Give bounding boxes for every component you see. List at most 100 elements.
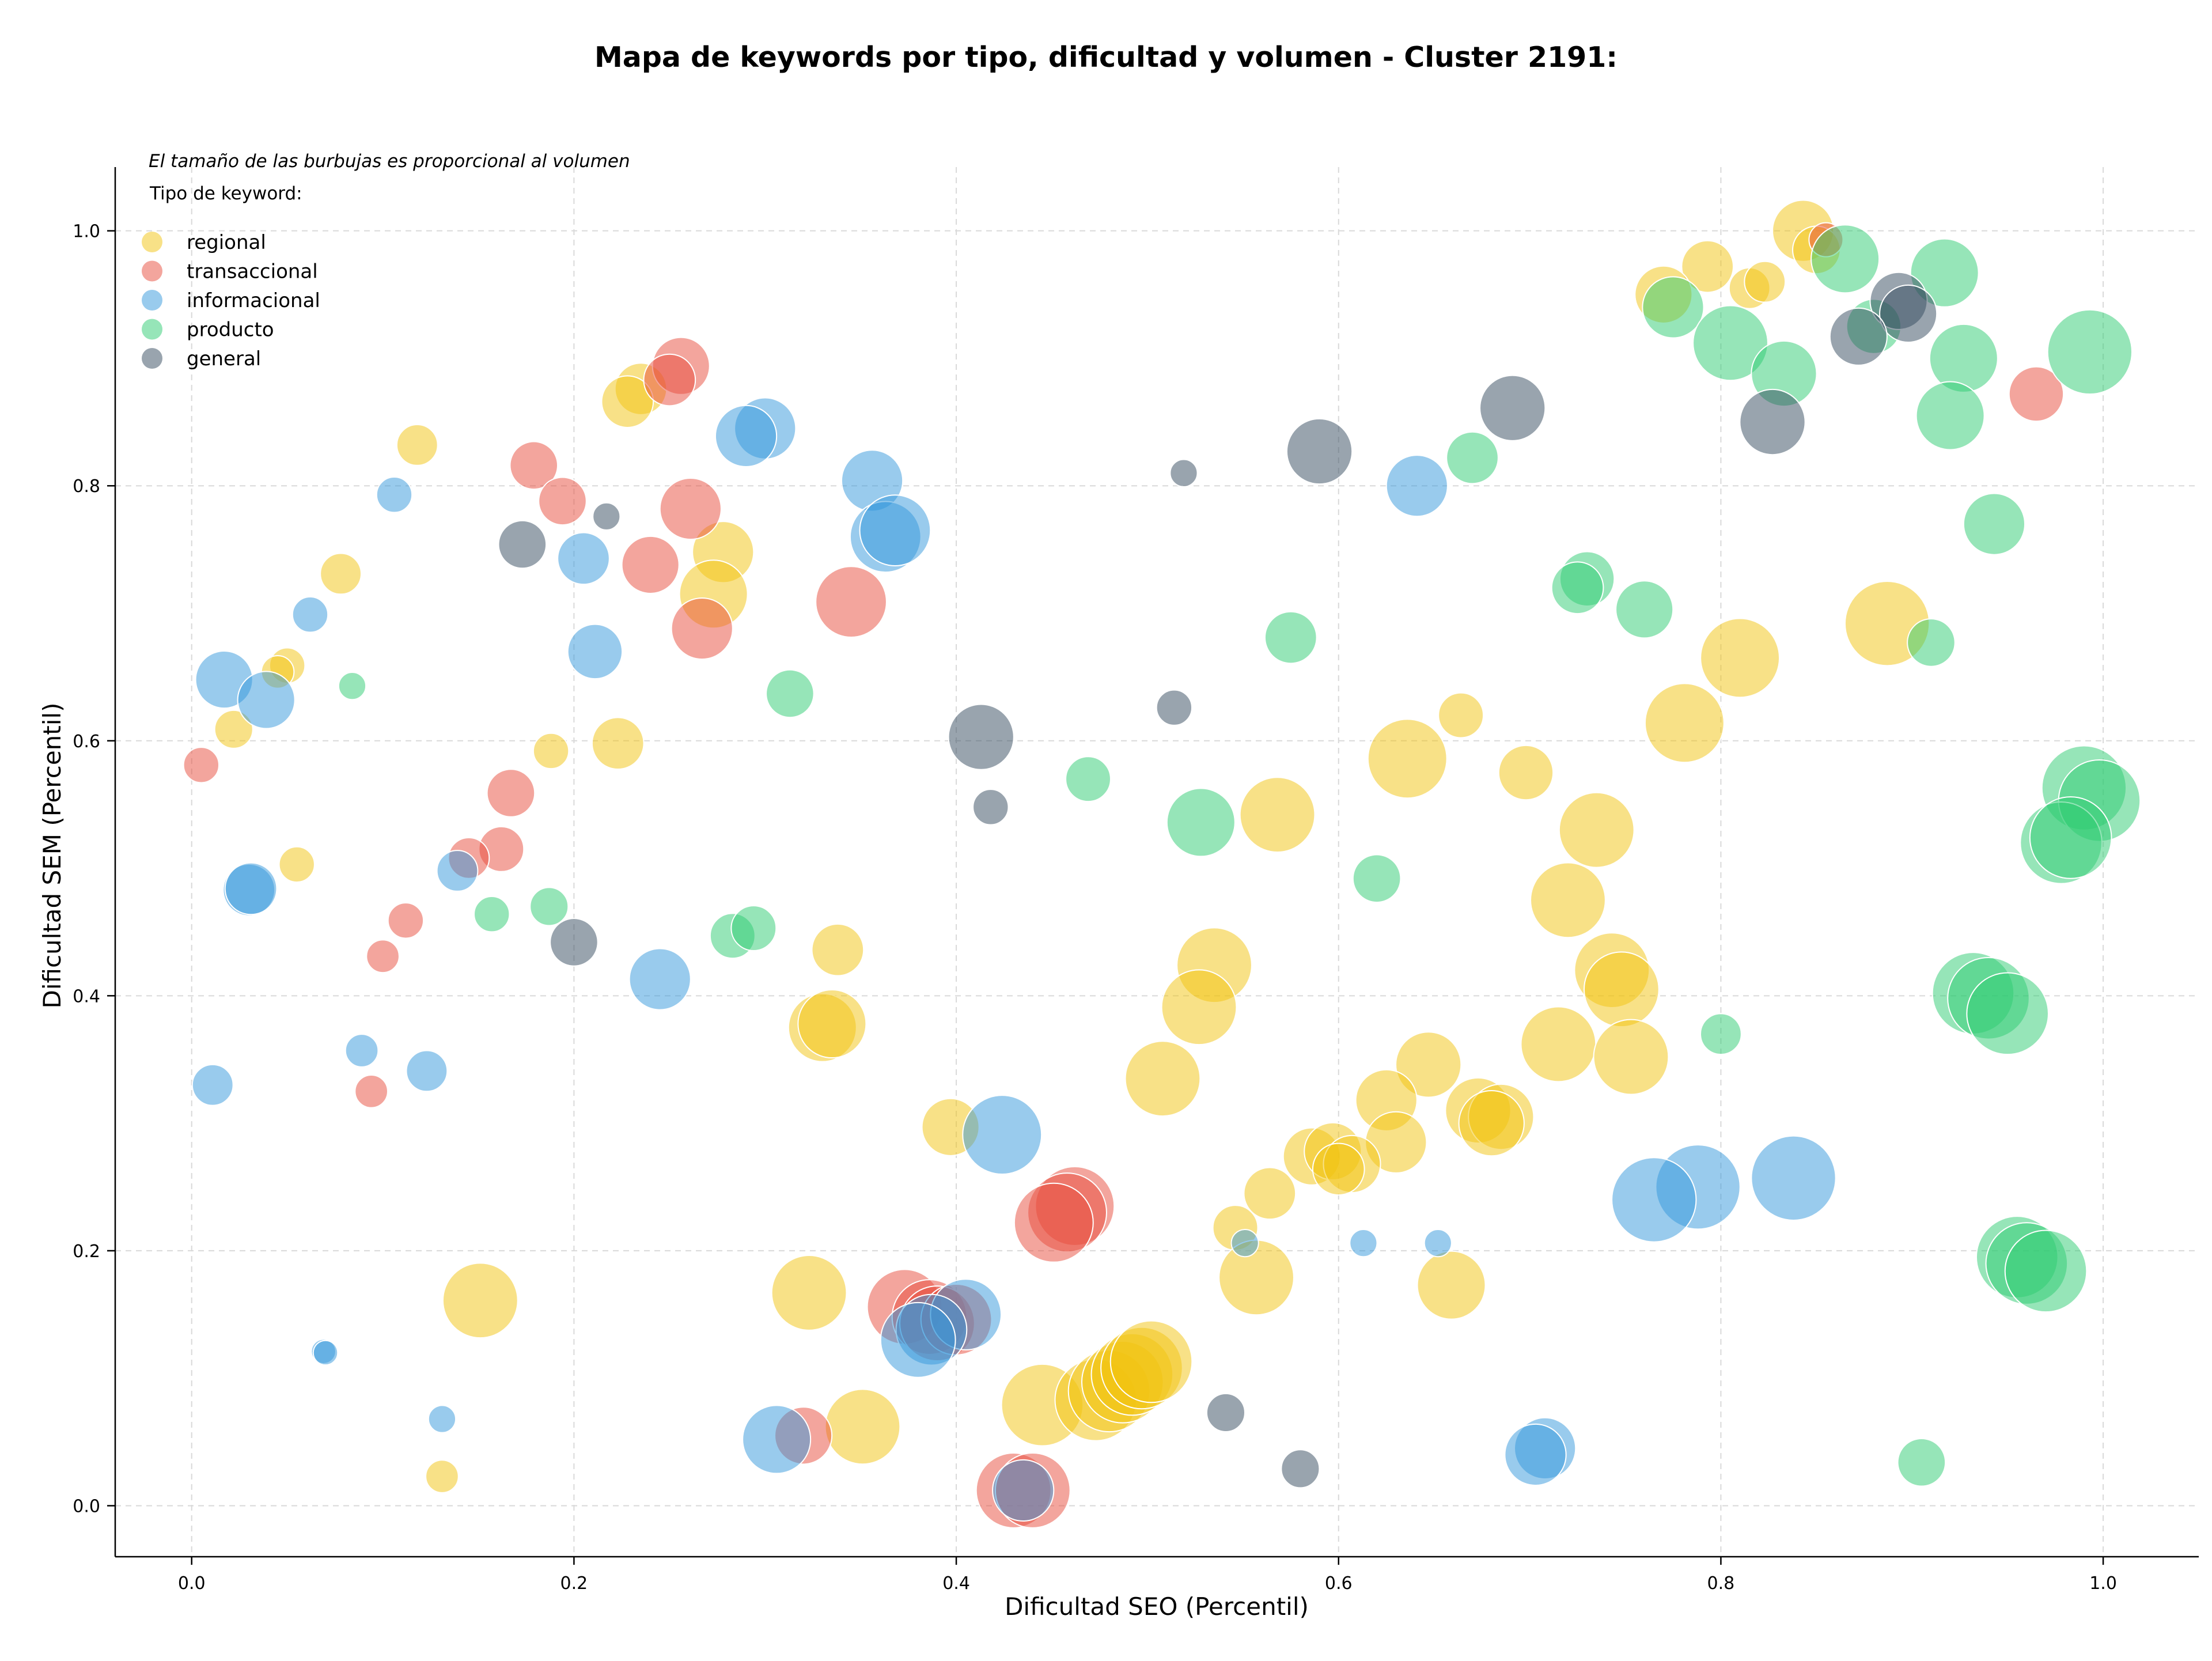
bubble-point xyxy=(366,939,400,974)
legend-label: general xyxy=(187,347,261,370)
bubble-point xyxy=(498,520,547,569)
bubble-point xyxy=(538,476,587,526)
legend-label: transaccional xyxy=(187,260,318,283)
bubble-point xyxy=(1751,1135,1836,1221)
bubble-point xyxy=(436,850,479,892)
bubble-point xyxy=(237,671,296,729)
bubble-point xyxy=(1692,305,1768,381)
bubble-size-note: El tamaño de las burbujas es proporciona… xyxy=(149,151,630,172)
bubble-point xyxy=(1367,718,1448,799)
legend-item-regional: regional xyxy=(142,231,266,254)
bubble-point xyxy=(191,1064,234,1106)
series-informacional xyxy=(191,397,1836,1522)
bubble-point xyxy=(1504,1423,1567,1486)
bubble-point xyxy=(1161,969,1237,1046)
bubble-point xyxy=(387,902,425,939)
bubble-point xyxy=(557,532,610,585)
bubble-point xyxy=(474,896,510,933)
x-tick-label: 0.8 xyxy=(1707,1573,1735,1594)
bubble-point xyxy=(1739,388,1806,456)
bubble-point xyxy=(621,535,680,594)
bubble-point xyxy=(1558,792,1635,868)
series-regional xyxy=(214,199,1930,1493)
bubble-point xyxy=(1416,1250,1486,1320)
bubble-point xyxy=(1642,276,1705,339)
bubble-point xyxy=(1615,580,1674,639)
bubble-point xyxy=(591,717,645,770)
x-tick-label: 0.2 xyxy=(560,1573,588,1594)
bubble-point xyxy=(1206,1393,1246,1432)
y-tick-label: 1.0 xyxy=(73,222,100,242)
bubble-point xyxy=(1438,692,1484,739)
bubble-point xyxy=(183,747,220,784)
bubble-layer xyxy=(183,199,2141,1528)
bubble-point xyxy=(550,918,599,967)
series-producto xyxy=(338,224,2141,1487)
bubble-point xyxy=(766,669,815,718)
bubble-point xyxy=(2047,309,2133,395)
bubble-point xyxy=(1498,744,1554,801)
bubble-point xyxy=(442,1262,518,1339)
bubble-point xyxy=(1583,951,1660,1028)
y-tick-label: 0.4 xyxy=(73,986,100,1007)
bubble-point xyxy=(354,1074,388,1108)
legend-marker xyxy=(142,348,162,369)
bubble-point xyxy=(1530,862,1606,939)
y-tick-label: 0.0 xyxy=(73,1496,100,1516)
bubble-point xyxy=(320,553,362,595)
bubble-point xyxy=(376,476,413,513)
x-tick-label: 0.6 xyxy=(1325,1573,1353,1594)
bubble-point xyxy=(224,862,278,915)
legend-label: regional xyxy=(187,231,266,254)
series-general xyxy=(498,271,1938,1489)
bubble-point xyxy=(1966,972,2049,1055)
axes: 0.0 0.2 0.4 0.6 0.8 1.0 0.0 0.2 0.4 0.6 0.8 1.0 xyxy=(73,167,2199,1594)
bubble-point xyxy=(532,732,570,770)
bubble-point xyxy=(824,1388,901,1465)
bubble-point xyxy=(859,494,931,567)
bubble-point xyxy=(1230,1229,1259,1258)
bubble-point xyxy=(2004,1229,2088,1313)
bubble-point xyxy=(509,441,559,490)
bubble-point xyxy=(396,424,438,466)
bubble-point xyxy=(1109,1320,1193,1403)
x-axis-label: Dificultad SEO (Percentil) xyxy=(1005,1592,1309,1621)
bubble-point xyxy=(659,477,722,540)
bubble-point xyxy=(486,769,536,818)
legend-marker xyxy=(142,319,162,340)
bubble-point xyxy=(425,1459,459,1493)
bubble-point xyxy=(1446,431,1499,485)
chart-title: Mapa de keywords por tipo, dificultad y … xyxy=(594,41,1618,74)
bubble-point xyxy=(1385,455,1448,517)
bubble-point xyxy=(671,597,733,660)
bubble-point xyxy=(1312,1142,1365,1196)
bubble-point xyxy=(880,1301,956,1378)
x-tick-label: 1.0 xyxy=(2089,1573,2117,1594)
bubble-point xyxy=(601,375,654,429)
bubble-point xyxy=(1166,788,1236,857)
bubble-point xyxy=(1395,1031,1462,1098)
bubble-point xyxy=(592,502,621,531)
y-tick-label: 0.2 xyxy=(73,1242,100,1262)
bubble-point xyxy=(714,404,778,468)
bubble-point xyxy=(1963,493,2026,555)
bubble-point xyxy=(344,1034,379,1068)
y-axis-label: Dificultad SEM (Percentil) xyxy=(38,703,66,1009)
legend-item-general: general xyxy=(142,347,261,370)
bubble-point xyxy=(1156,689,1193,726)
bubble-point xyxy=(628,948,691,1011)
bubble-point xyxy=(1810,224,1880,294)
legend-label: informacional xyxy=(187,289,320,312)
bubble-point xyxy=(643,353,696,407)
legend-item-transaccional: transaccional xyxy=(142,260,318,283)
bubble-point xyxy=(214,709,253,749)
legend-items: regional transaccional informacional produc… xyxy=(142,231,320,370)
bubble-point xyxy=(2029,796,2112,879)
bubble-point xyxy=(1352,854,1402,903)
bubble-point xyxy=(1700,1013,1742,1055)
bubble-point xyxy=(1264,611,1317,664)
bubble-point xyxy=(1744,260,1786,303)
bubble-point xyxy=(529,887,569,926)
bubble-point xyxy=(1829,307,1888,366)
legend-item-producto: producto xyxy=(142,319,274,342)
